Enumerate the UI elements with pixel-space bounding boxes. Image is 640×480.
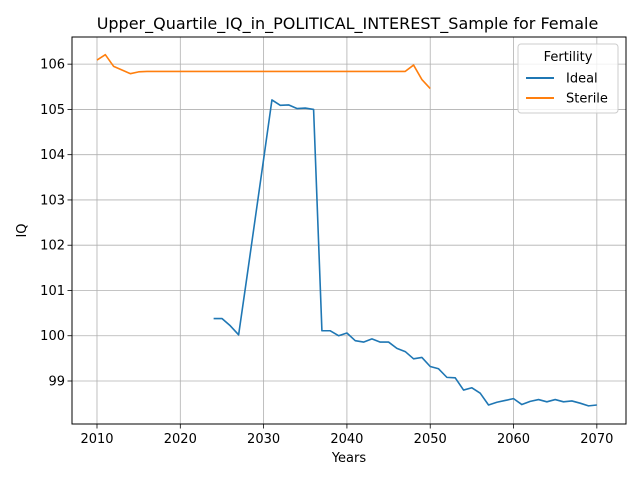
y-tick-label: 99 xyxy=(48,375,65,390)
legend-label-sterile: Sterile xyxy=(566,92,608,107)
x-tick-label: 2020 xyxy=(164,432,197,447)
y-tick-label: 105 xyxy=(40,103,65,118)
y-axis-ticks: 99 100 101 102 103 104 105 106 xyxy=(40,58,72,390)
y-axis-label: IQ xyxy=(15,223,30,237)
x-tick-label: 2040 xyxy=(330,432,363,447)
legend-label-ideal: Ideal xyxy=(566,72,598,87)
y-tick-label: 103 xyxy=(40,193,65,208)
legend-box xyxy=(517,43,619,114)
x-tick-label: 2030 xyxy=(247,432,280,447)
x-axis-label: Years xyxy=(331,451,367,466)
chart-title: Upper_Quartile_IQ_in_POLITICAL_INTEREST_… xyxy=(97,14,599,34)
y-tick-label: 101 xyxy=(40,284,65,299)
y-tick-label: 106 xyxy=(40,58,65,73)
x-tick-label: 2050 xyxy=(414,432,447,447)
legend: Fertility Ideal Sterile xyxy=(517,43,619,114)
legend-title: Fertility xyxy=(544,50,593,65)
series-lines xyxy=(96,53,597,407)
series-line-sterile xyxy=(96,53,431,90)
y-tick-label: 100 xyxy=(40,329,65,344)
grid-lines xyxy=(72,37,626,424)
x-tick-label: 2010 xyxy=(80,432,113,447)
series-line-ideal xyxy=(213,99,597,407)
y-tick-label: 104 xyxy=(40,148,65,163)
x-tick-label: 2060 xyxy=(497,432,530,447)
x-tick-label: 2070 xyxy=(580,432,613,447)
x-axis-ticks: 2010 2020 2030 2040 2050 2060 2070 xyxy=(80,424,613,447)
y-tick-label: 102 xyxy=(40,239,65,254)
plot-area-frame xyxy=(71,36,627,425)
